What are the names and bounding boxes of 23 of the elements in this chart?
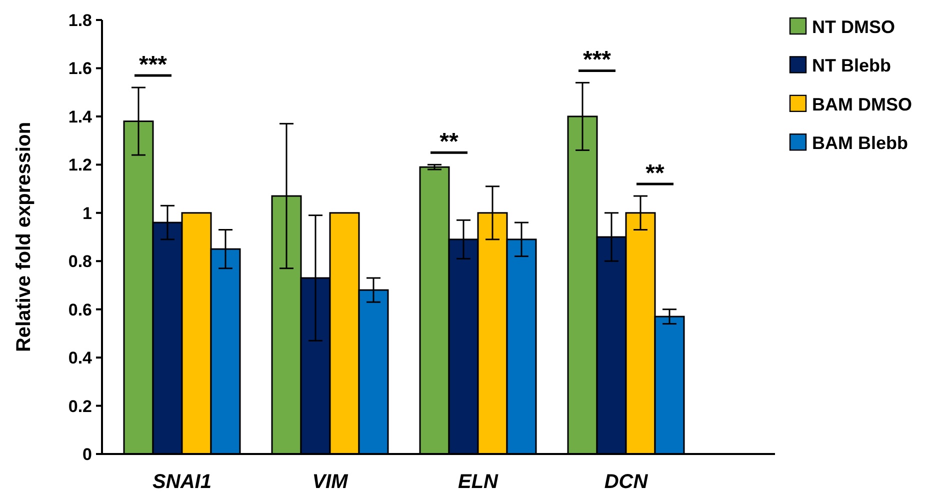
annotation: **: [646, 160, 665, 188]
y-tick-label: 0.4: [68, 348, 93, 368]
y-axis-title: Relative fold expression: [13, 122, 35, 352]
x-tick-label: DCN: [604, 471, 648, 493]
legend-label: NT Blebb: [812, 56, 891, 76]
legend-label: BAM DMSO: [812, 94, 912, 114]
x-tick-label: SNAI1: [152, 471, 212, 493]
legend-label: NT DMSO: [812, 17, 895, 37]
y-tick-label: 0.8: [68, 252, 92, 272]
y-tick-label: 1.6: [68, 59, 92, 78]
y-tick-label: 1.2: [68, 156, 92, 175]
y-tick-label: 1: [82, 204, 92, 223]
legend-label: BAM Blebb: [812, 133, 908, 154]
y-tick-label: 0.6: [68, 300, 92, 320]
y-tick-label: 0: [82, 445, 92, 464]
annotation: ***: [582, 46, 612, 74]
y-tick-label: 1.4: [68, 107, 93, 126]
x-tick-label: VIM: [312, 471, 350, 493]
annotation: **: [440, 128, 459, 156]
y-tick-label: 0.2: [68, 396, 92, 416]
x-tick-label: ELN: [458, 471, 499, 493]
annotation: ***: [138, 52, 168, 79]
y-tick-label: 1.8: [68, 11, 92, 30]
